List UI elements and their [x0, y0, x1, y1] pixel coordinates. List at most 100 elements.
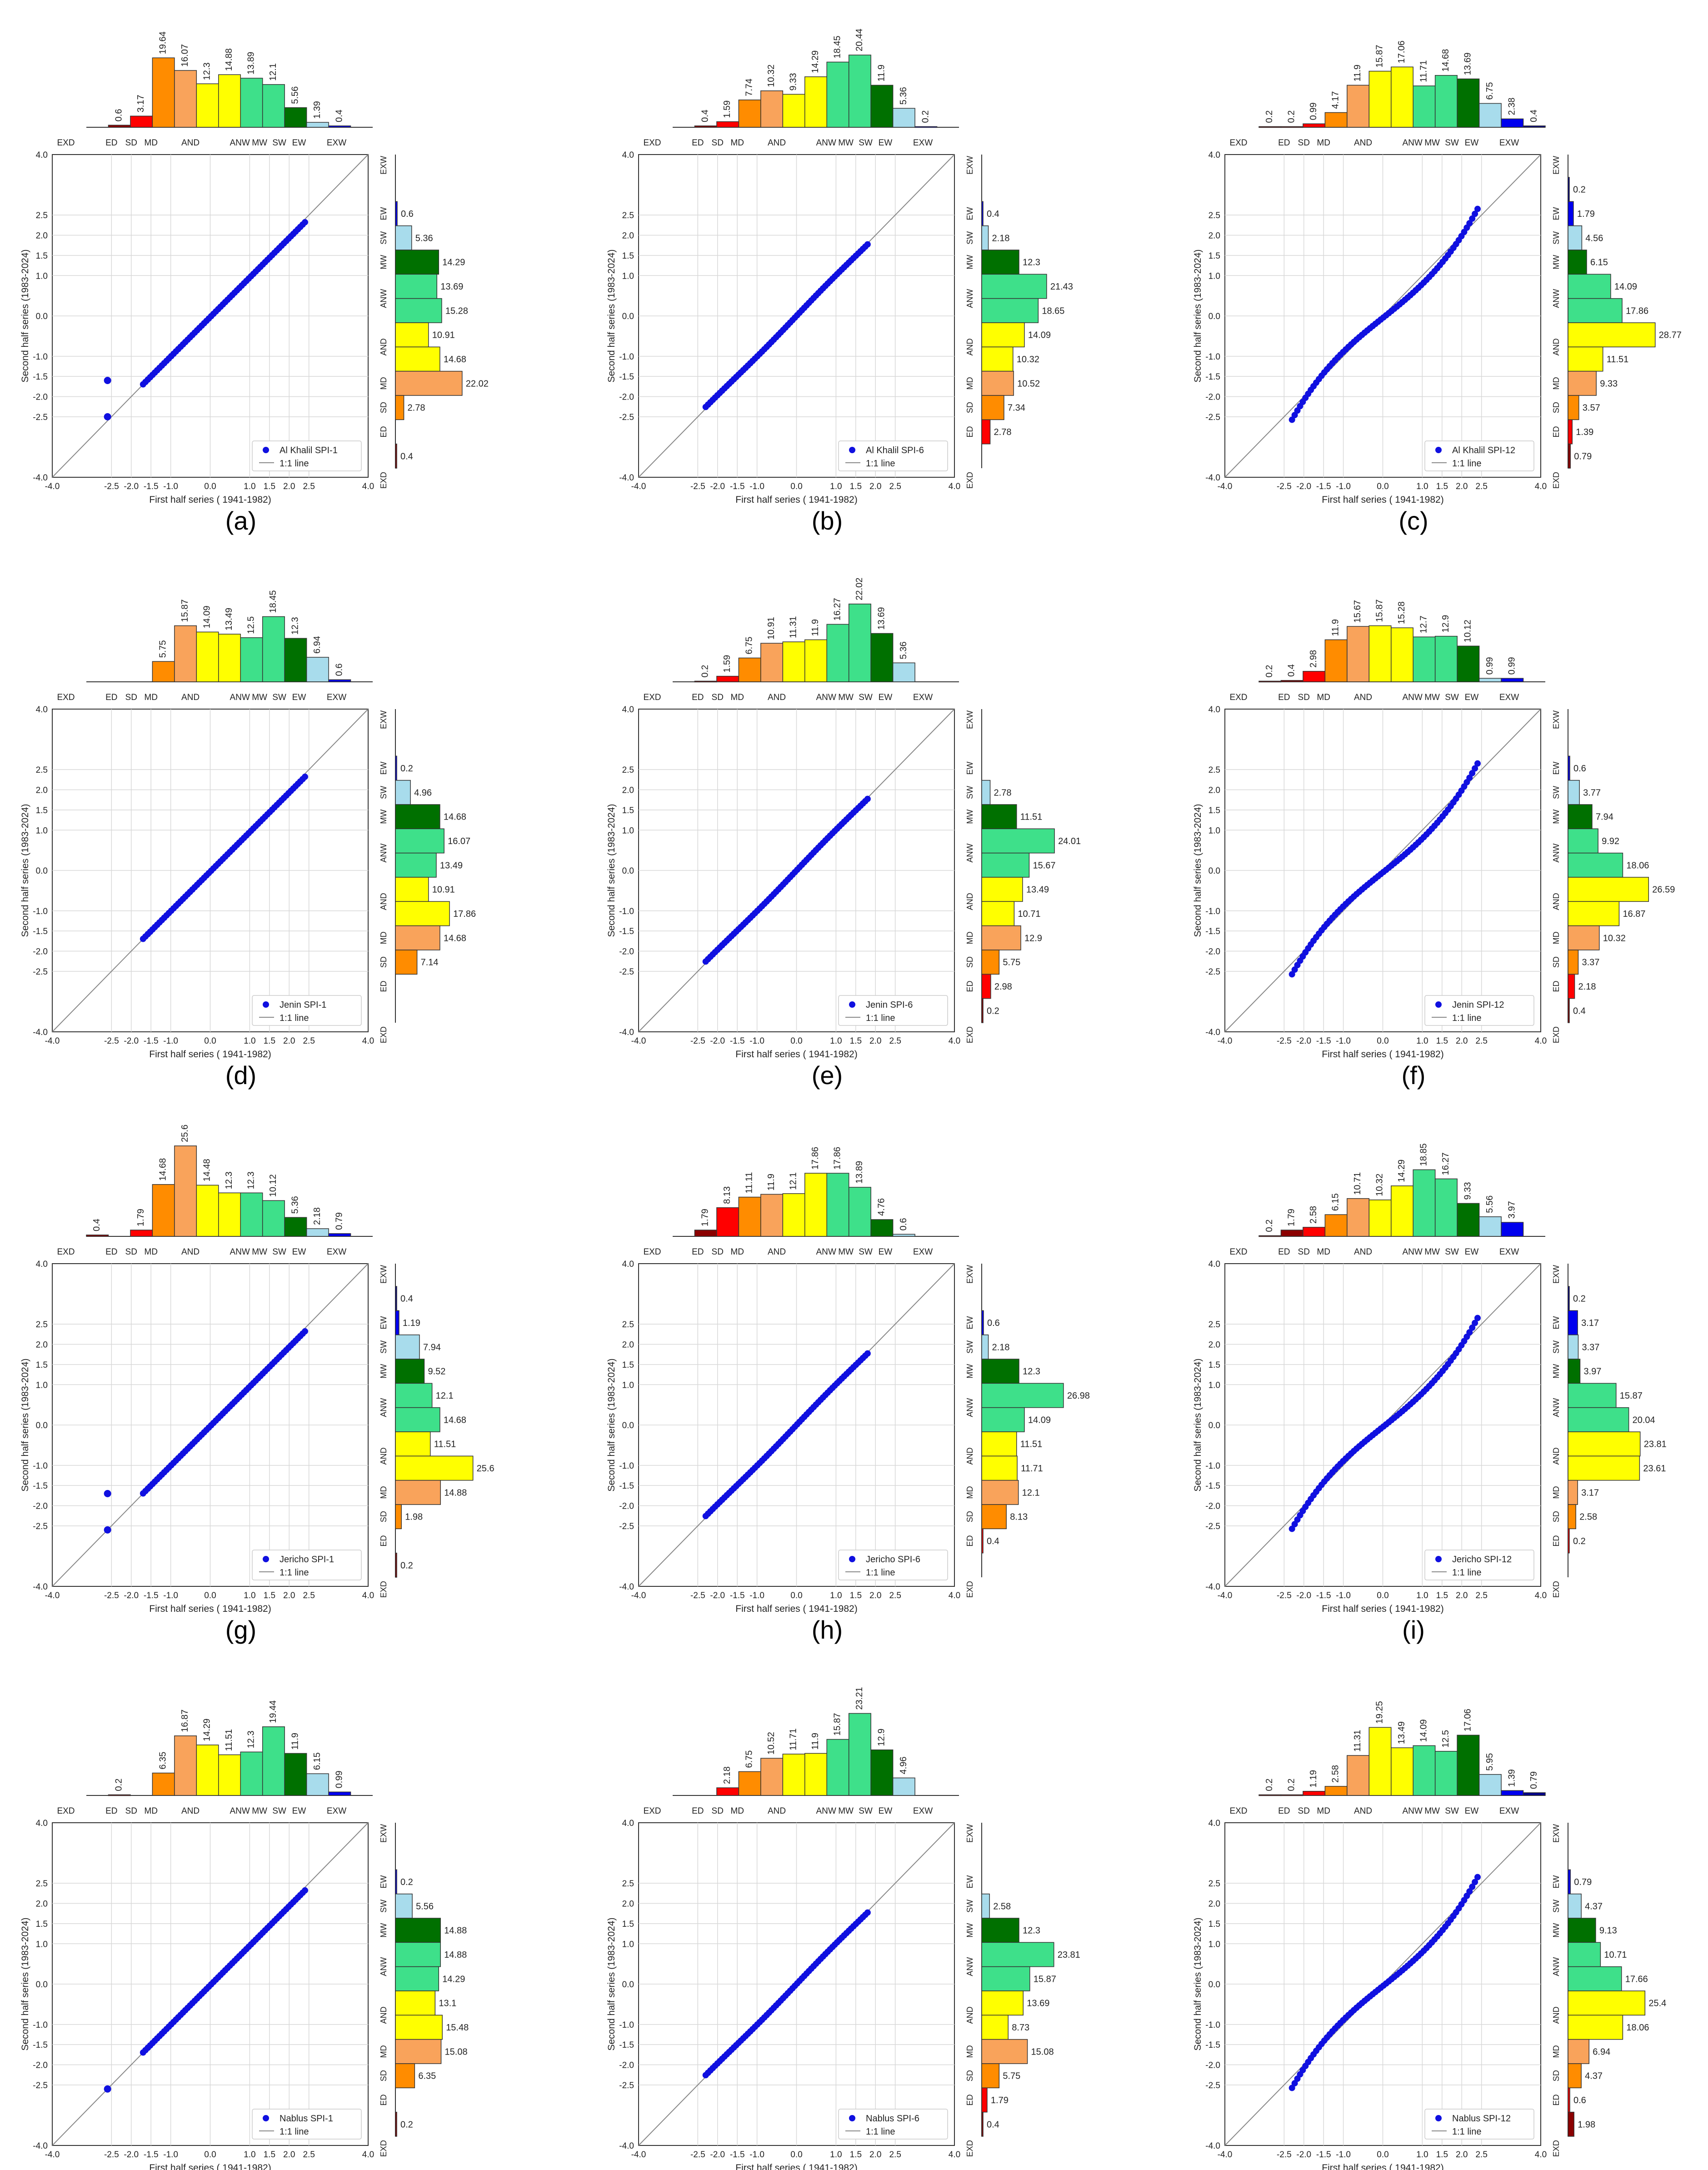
y-tick-label: 2.5 — [36, 1879, 48, 1889]
right-bar — [1568, 925, 1600, 950]
y-tick-label: 2.5 — [36, 765, 48, 775]
right-bar — [981, 2111, 984, 2137]
right-bar — [1568, 443, 1571, 469]
right-bar-label: 14.68 — [444, 933, 466, 943]
top-bar-label: 17.86 — [810, 1147, 820, 1170]
top-bar — [1501, 118, 1524, 128]
category-label: ED — [105, 1247, 117, 1257]
right-bar — [981, 1893, 990, 1919]
y-tick-label: -1.5 — [1205, 2040, 1220, 2050]
y-tick-label: -1.0 — [1205, 2020, 1220, 2030]
category-label: AND — [768, 693, 786, 702]
category-label: AND — [181, 138, 200, 148]
right-bar-label: 0.4 — [987, 1536, 999, 1546]
y-tick-label: 2.5 — [1209, 1879, 1220, 1889]
legend-marker — [1435, 1556, 1442, 1562]
x-tick-label: 2.5 — [889, 1591, 901, 1600]
right-bar — [981, 1310, 984, 1335]
y-tick-label: -2.5 — [1205, 1522, 1220, 1531]
x-tick-label: -2.0 — [710, 482, 725, 491]
y-tick-label: -1.5 — [1205, 372, 1220, 382]
right-category-label: EW — [965, 761, 974, 775]
x-tick-label: 2.5 — [889, 482, 901, 491]
top-bar — [1259, 126, 1282, 128]
y-tick-label: 1.0 — [36, 1940, 48, 1949]
x-tick-label: -4.0 — [1218, 482, 1233, 491]
right-bar-label: 15.28 — [445, 306, 468, 316]
x-tick-label: -1.5 — [1316, 1036, 1331, 1046]
right-bar-label: 10.71 — [1604, 1950, 1627, 1960]
top-bar — [306, 122, 329, 128]
y-tick-label: -4.0 — [33, 1028, 48, 1037]
quantile-point — [864, 241, 871, 248]
right-bar-label: 0.2 — [1573, 1294, 1586, 1304]
right-bar — [1568, 419, 1573, 445]
category-label: AND — [768, 138, 786, 148]
legend-line-label: 1:1 line — [1452, 1013, 1482, 1023]
quantile-point — [1288, 1525, 1295, 1532]
x-tick-label: -1.0 — [1336, 1036, 1351, 1046]
right-bar-label: 11.51 — [1607, 355, 1629, 365]
y-axis-label: Second half series (1983-2024) — [1193, 1917, 1203, 2050]
x-tick-label: 1.5 — [1436, 2150, 1448, 2160]
right-bar-label: 9.13 — [1599, 1926, 1617, 1936]
top-bar — [1303, 123, 1326, 128]
right-category-label: MW — [965, 810, 974, 824]
category-label: ED — [105, 138, 117, 148]
category-label: MW — [1424, 138, 1440, 148]
right-bar — [395, 804, 440, 830]
right-bar-label: 10.32 — [1603, 933, 1626, 943]
category-label: EXD — [643, 693, 661, 702]
x-tick-label: 2.0 — [283, 2150, 295, 2160]
right-bar-label: 4.37 — [1585, 1901, 1603, 1911]
y-tick-label: 0.0 — [1209, 866, 1220, 876]
right-bar — [1568, 1869, 1571, 1895]
panel-i: 0.2 1.79 2.58 6.15 10.71 10.32 14.29 18.85 16.27… — [1193, 1143, 1667, 1644]
x-tick-label: -1.5 — [1316, 2150, 1331, 2160]
right-bar-label: 0.6 — [401, 209, 414, 219]
panel-label: (b) — [812, 506, 843, 535]
right-bar — [1568, 1334, 1579, 1360]
right-bar — [1568, 2111, 1574, 2137]
quantile-point — [1466, 1888, 1473, 1895]
top-bar — [328, 125, 351, 128]
right-category-label: SD — [379, 1511, 388, 1522]
right-category-label: AND — [1552, 2006, 1561, 2024]
right-bar-label: 0.2 — [400, 1877, 413, 1887]
x-tick-label: -2.5 — [1277, 1591, 1292, 1600]
right-bar-label: 18.06 — [1626, 2023, 1649, 2033]
top-bar-label: 8.13 — [722, 1186, 732, 1204]
right-bar — [395, 1966, 439, 1991]
right-category-label: ED — [379, 2094, 388, 2105]
panel-f: 0.2 0.4 2.98 11.9 15.67 15.87 15.28 12.7 12.9 10.… — [1193, 600, 1675, 1090]
x-tick-label: -1.0 — [163, 482, 178, 491]
legend-marker — [263, 2115, 269, 2121]
right-category-label: ED — [1552, 980, 1561, 992]
y-tick-label: -2.5 — [1205, 2081, 1220, 2090]
x-tick-label: 1.5 — [850, 1036, 862, 1046]
right-category-label: AND — [1552, 1447, 1561, 1465]
top-bar-label: 2.18 — [312, 1207, 322, 1225]
y-tick-label: 1.5 — [36, 806, 48, 815]
y-tick-label: -1.5 — [33, 2040, 48, 2050]
right-category-label: MW — [379, 1364, 388, 1379]
top-bar — [1368, 1727, 1392, 1796]
quantile-point — [302, 773, 308, 780]
y-tick-label: 1.5 — [622, 1360, 634, 1370]
x-tick-label: -2.5 — [690, 2150, 705, 2160]
right-bar — [395, 2015, 443, 2040]
x-tick-label: -4.0 — [631, 2150, 646, 2160]
right-bar-label: 15.08 — [445, 2047, 468, 2057]
y-tick-label: 1.5 — [622, 806, 634, 815]
right-category-label: MD — [965, 377, 974, 390]
x-tick-label: -4.0 — [1218, 2150, 1233, 2160]
y-tick-label: 2.5 — [36, 1320, 48, 1330]
top-bar — [1523, 125, 1546, 128]
right-bar — [981, 250, 1019, 275]
category-label: EW — [1465, 138, 1479, 148]
top-bar-label: 0.2 — [1287, 1779, 1297, 1791]
right-bar — [395, 298, 442, 323]
legend-marker — [263, 447, 269, 453]
right-bar-label: 7.94 — [423, 1342, 441, 1352]
category-label: MW — [838, 138, 854, 148]
